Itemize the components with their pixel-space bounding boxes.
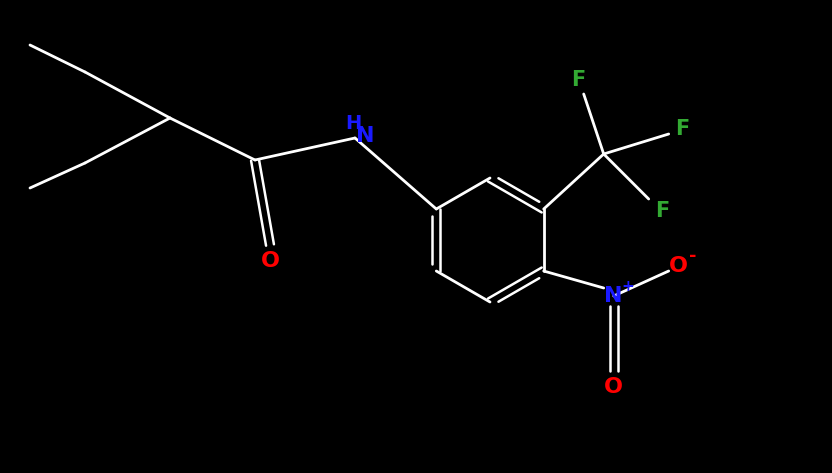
Text: N: N [356,126,374,146]
Text: O: O [260,251,280,271]
Text: F: F [676,119,690,139]
Text: +: + [622,279,634,294]
Text: -: - [689,247,696,265]
Text: F: F [572,70,586,90]
Text: F: F [656,201,670,221]
Text: O: O [604,377,623,397]
Text: N: N [604,286,623,306]
Text: O: O [669,256,688,276]
Text: H: H [345,114,361,132]
